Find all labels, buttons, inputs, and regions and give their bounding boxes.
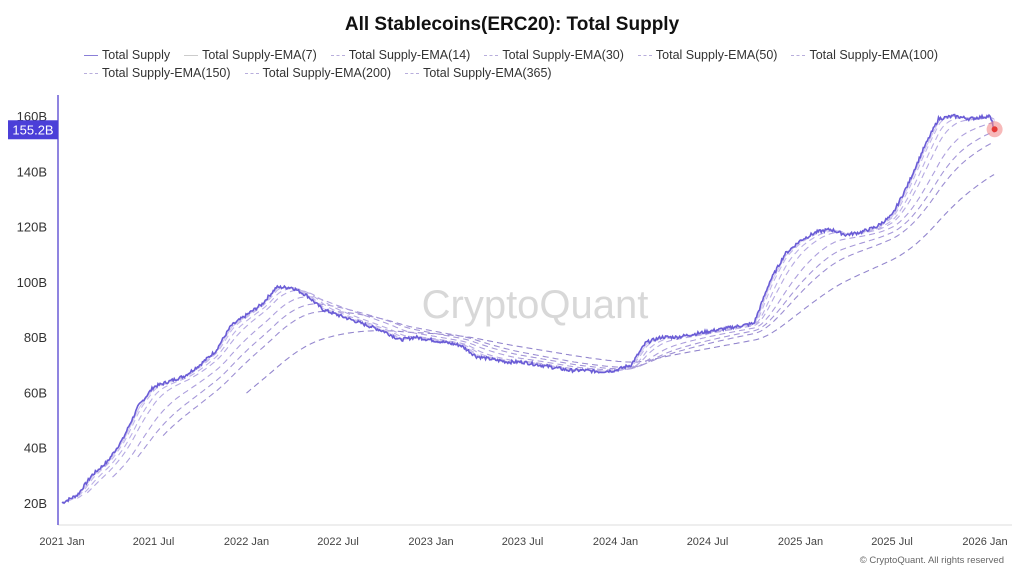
legend-label: Total Supply-EMA(365): [423, 66, 552, 80]
current-value-label: 155.2B: [12, 122, 53, 137]
y-tick-label: 20B: [24, 496, 47, 511]
x-tick-label: 2025 Jul: [871, 536, 913, 548]
legend-swatch: [637, 55, 652, 57]
x-tick-label: 2022 Jul: [317, 536, 359, 548]
legend-label: Total Supply-EMA(100): [809, 48, 938, 62]
legend-swatch: [405, 73, 420, 75]
legend-swatch: [244, 73, 259, 75]
total-supply-line: [61, 113, 995, 505]
legend-item[interactable]: Total Supply-EMA(100): [791, 46, 938, 64]
legend-label: Total Supply: [102, 48, 171, 62]
legend-item[interactable]: Total Supply-EMA(50): [637, 46, 778, 64]
x-tick-label: 2024 Jan: [593, 536, 638, 548]
copyright-footer: © CryptoQuant. All rights reserved: [859, 555, 1004, 566]
x-tick-label: 2026 Jan: [962, 536, 1007, 548]
legend-label: Total Supply-EMA(150): [102, 66, 231, 80]
current-value-badge: [8, 120, 58, 140]
x-tick-label: 2023 Jan: [408, 536, 453, 548]
y-tick-label: 40B: [24, 441, 47, 456]
legend-label: Total Supply-EMA(200): [262, 66, 392, 80]
x-tick-label: 2023 Jul: [502, 536, 544, 548]
legend-swatch: [84, 55, 98, 57]
legend-item[interactable]: Total Supply-EMA(365): [405, 64, 552, 82]
legend-item[interactable]: Total Supply-EMA(14): [330, 46, 471, 64]
legend-item[interactable]: Total Supply-EMA(30): [484, 46, 624, 64]
legend-item[interactable]: Total Supply-EMA(150): [84, 64, 231, 82]
y-tick-label: 100B: [17, 275, 47, 290]
x-tick-label: 2021 Jul: [133, 536, 175, 548]
legend: Total Supply Total Supply-EMA(7) Total Sup…: [84, 46, 984, 82]
legend-swatch: [84, 73, 98, 75]
ema-line-100: [112, 122, 994, 478]
legend-swatch: [184, 55, 199, 57]
ema-line-365: [246, 174, 995, 394]
x-tick-label: 2024 Jul: [687, 536, 729, 548]
watermark: CryptoQuant: [422, 283, 649, 327]
legend-swatch: [791, 55, 806, 57]
legend-label: Total Supply-EMA(14): [348, 48, 471, 62]
legend-label: Total Supply-EMA(30): [502, 48, 624, 62]
x-tick-label: 2025 Jan: [778, 536, 823, 548]
y-tick-label: 60B: [24, 385, 47, 400]
legend-swatch: [484, 55, 499, 57]
ema-line-150: [137, 131, 995, 458]
current-point-marker[interactable]: [991, 126, 998, 133]
legend-swatch: [330, 55, 345, 57]
legend-label: Total Supply-EMA(50): [655, 48, 778, 62]
x-tick-label: 2021 Jan: [39, 536, 84, 548]
y-tick-label: 160B: [17, 109, 47, 124]
legend-label: Total Supply-EMA(7): [202, 48, 317, 62]
legend-item[interactable]: Total Supply: [84, 46, 170, 64]
legend-item[interactable]: Total Supply-EMA(200): [244, 64, 392, 82]
ema-line-200: [162, 141, 995, 436]
legend-item[interactable]: Total Supply-EMA(7): [184, 46, 317, 64]
y-tick-label: 140B: [17, 164, 47, 179]
y-tick-label: 120B: [17, 220, 47, 235]
x-tick-label: 2022 Jan: [224, 536, 269, 548]
chart-title: All Stablecoins(ERC20): Total Supply: [344, 14, 680, 35]
y-tick-label: 80B: [24, 330, 47, 345]
